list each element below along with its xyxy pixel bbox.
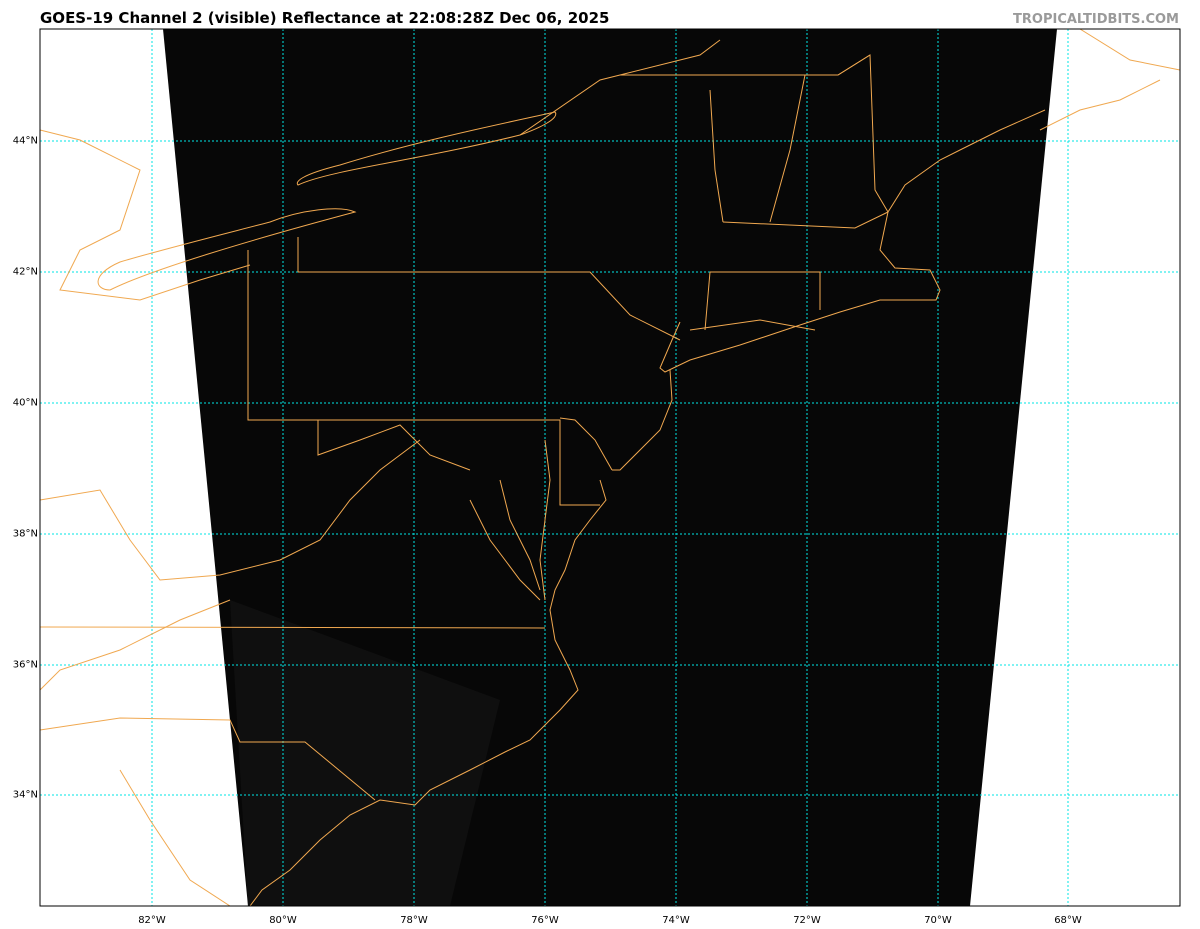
plot-frame bbox=[39, 28, 1181, 907]
lon-label-70w: 70°W bbox=[924, 915, 952, 926]
lat-label-44n: 44°N bbox=[12, 135, 38, 147]
lon-label-74w: 74°W bbox=[662, 915, 690, 926]
lat-label-36n: 36°N bbox=[12, 659, 38, 671]
credit-watermark: TROPICALTIDBITS.COM bbox=[1013, 12, 1179, 27]
lat-label-38n: 38°N bbox=[12, 528, 38, 540]
lat-label-40n: 40°N bbox=[12, 397, 38, 409]
lon-label-78w: 78°W bbox=[400, 915, 428, 926]
lon-label-76w: 76°W bbox=[531, 915, 559, 926]
lat-label-34n: 34°N bbox=[12, 789, 38, 801]
lon-label-80w: 80°W bbox=[269, 915, 297, 926]
lat-label-42n: 42°N bbox=[12, 266, 38, 278]
lon-label-68w: 68°W bbox=[1054, 915, 1082, 926]
gridlines bbox=[40, 29, 1180, 906]
lon-label-82w: 82°W bbox=[138, 915, 166, 926]
coastlines-and-borders bbox=[40, 29, 1180, 906]
lon-label-72w: 72°W bbox=[793, 915, 821, 926]
map-title: GOES-19 Channel 2 (visible) Reflectance … bbox=[40, 9, 610, 27]
